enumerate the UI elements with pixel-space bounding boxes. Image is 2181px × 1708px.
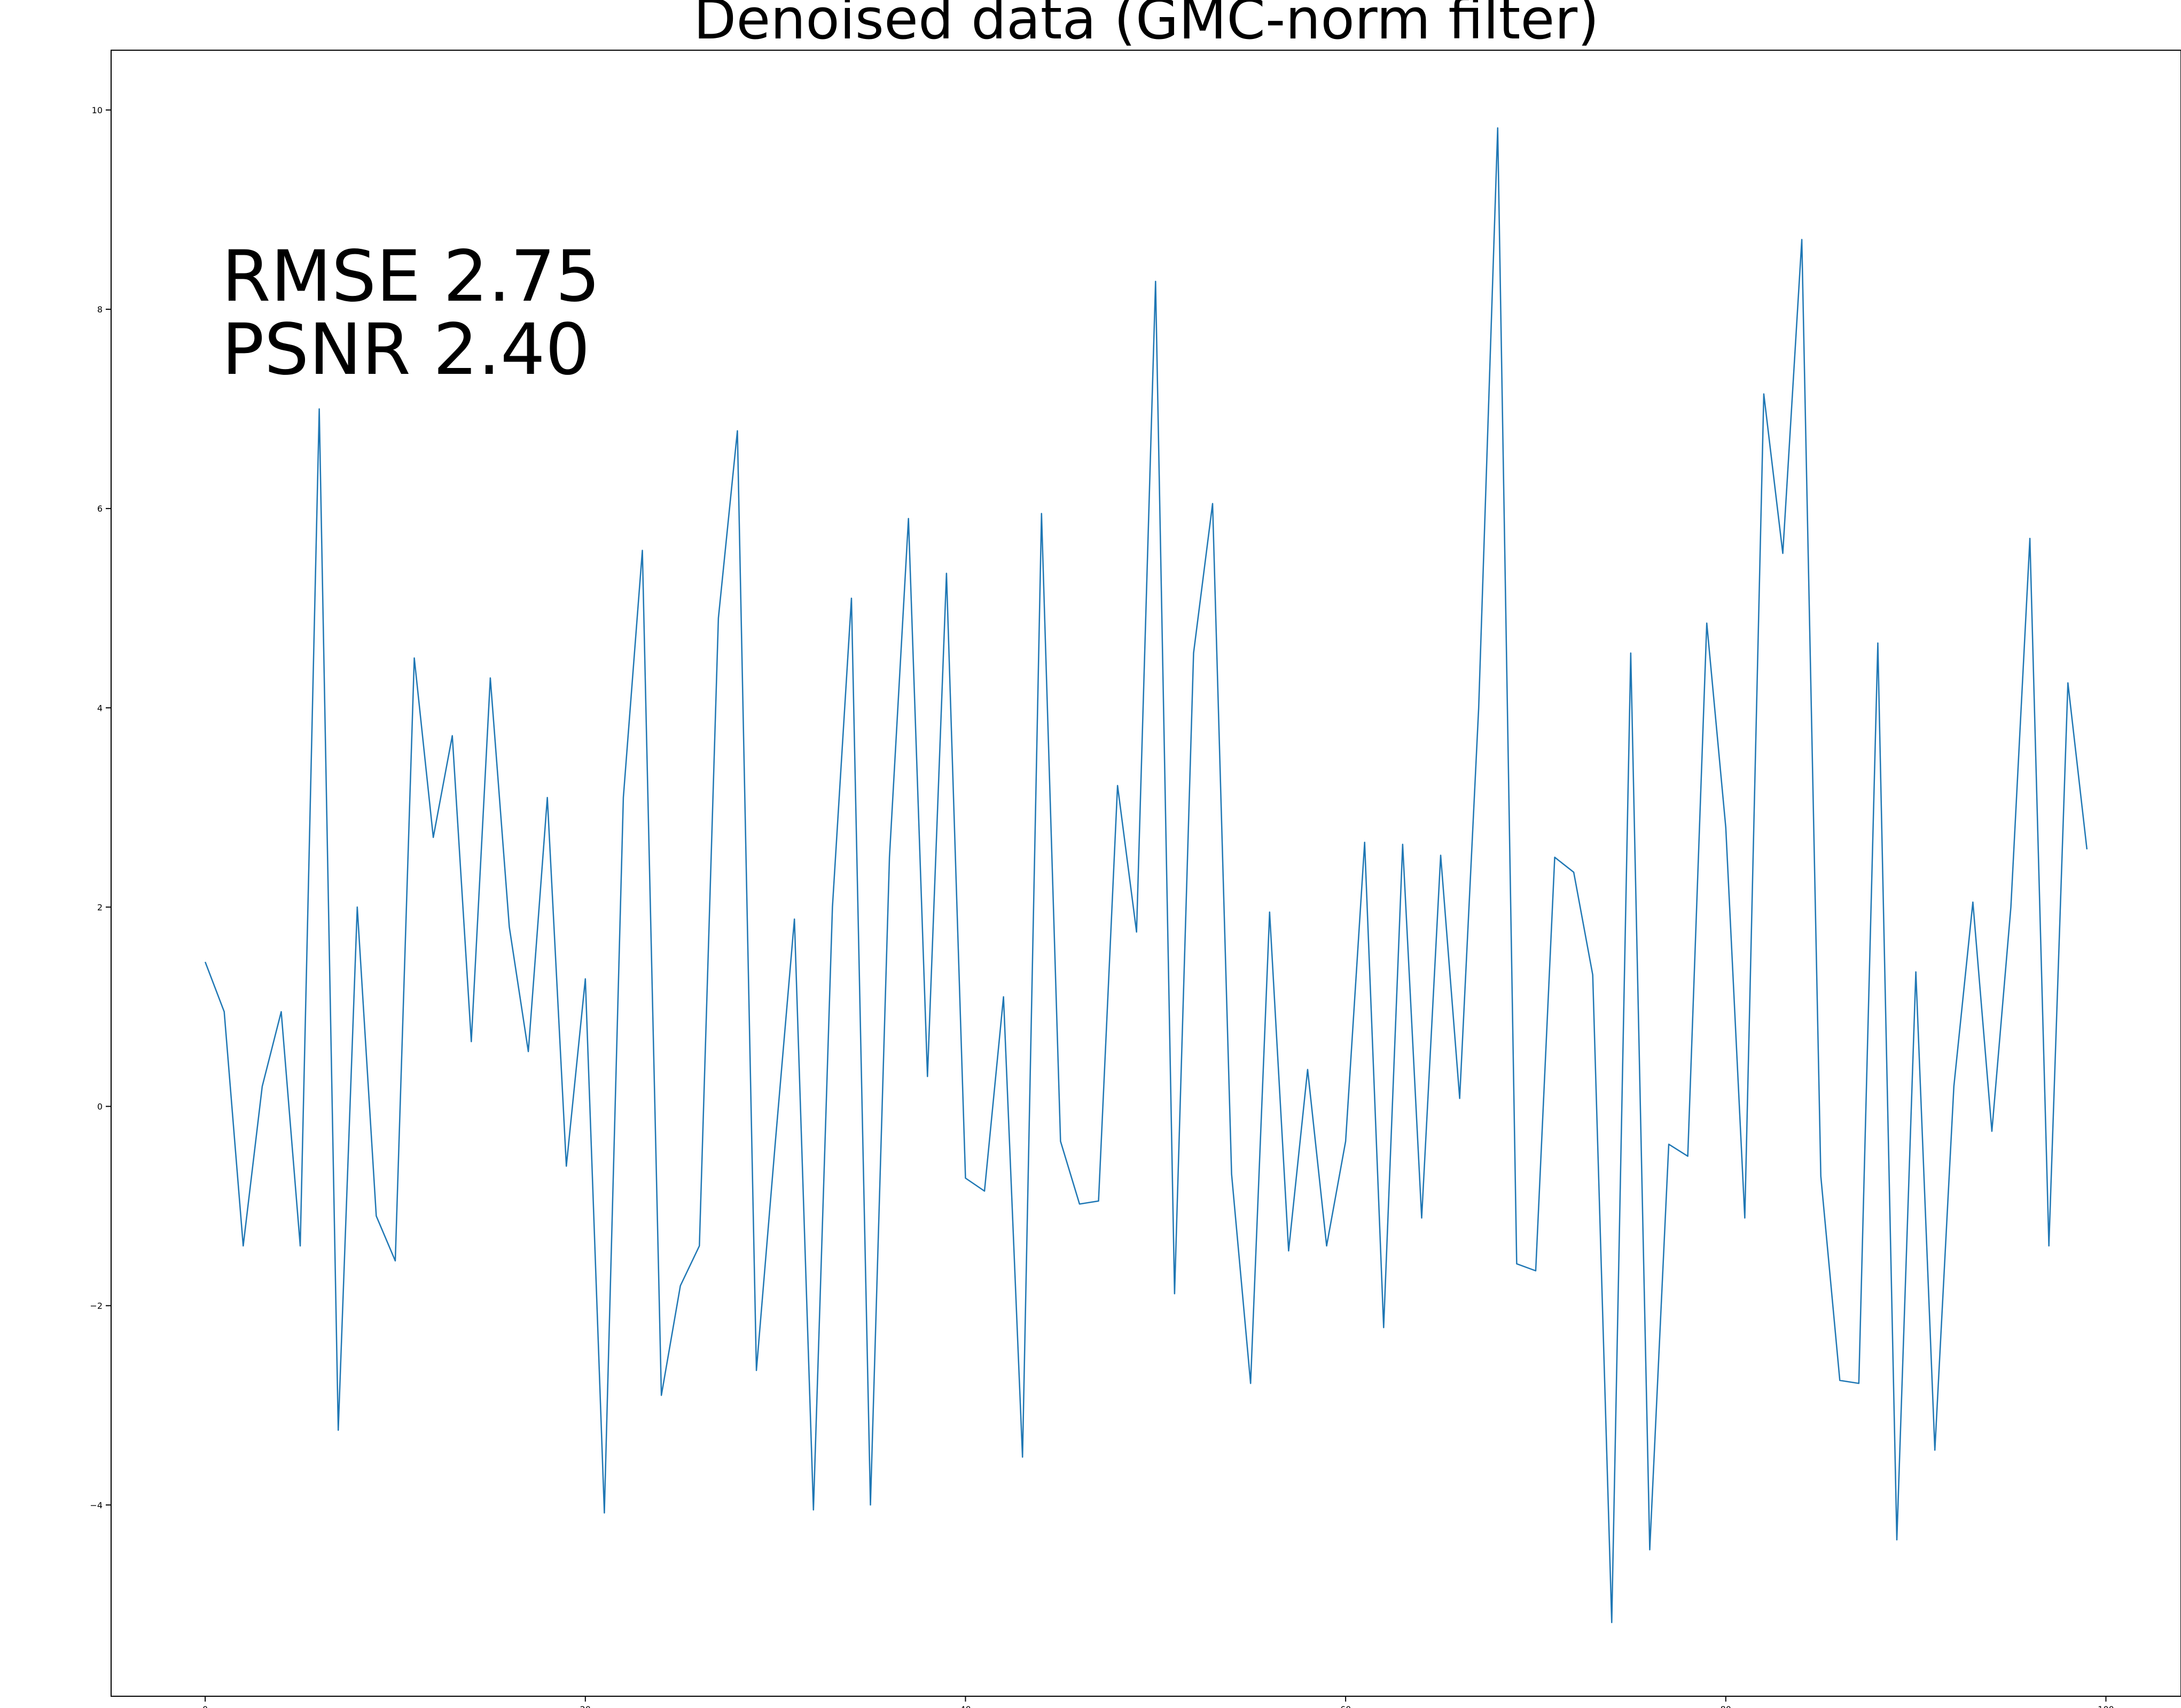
x-tick-label: 20	[580, 1704, 591, 1708]
plot-area	[111, 50, 2181, 1697]
x-tick-label: 100	[2098, 1704, 2114, 1708]
psnr-annotation: PSNR 2.40	[222, 309, 590, 391]
y-tick-label: 6	[97, 504, 103, 514]
y-tick-label: 8	[97, 304, 103, 315]
x-axis: 0 20 40 60 80 100	[202, 1696, 2114, 1708]
x-tick-label: 60	[1340, 1704, 1351, 1708]
plot-frame	[111, 50, 2181, 1697]
y-tick-label: −2	[90, 1301, 103, 1311]
x-tick-label: 80	[1721, 1704, 1731, 1708]
rmse-annotation: RMSE 2.75	[222, 236, 600, 318]
y-axis: −4 −2 0 2 4 6 8 10	[90, 105, 111, 1510]
y-tick-label: 2	[97, 902, 103, 912]
y-tick-label: 4	[97, 703, 103, 713]
x-tick-label: 0	[202, 1704, 208, 1708]
series-line	[204, 127, 2088, 1624]
y-tick-label: −4	[90, 1500, 103, 1510]
x-tick-label: 40	[960, 1704, 971, 1708]
y-tick-label: 10	[92, 105, 103, 115]
y-tick-label: 0	[97, 1102, 103, 1112]
chart-title: Denoised data (GMC-norm filter)	[693, 0, 1599, 52]
